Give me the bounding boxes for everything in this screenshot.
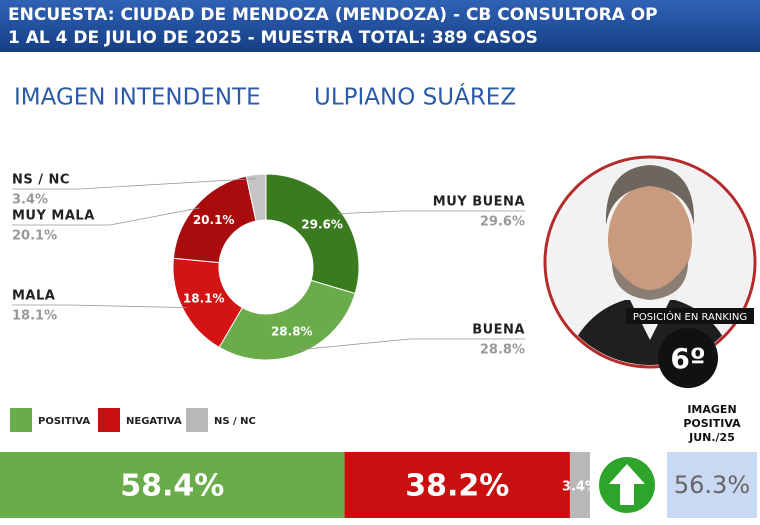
legend-swatch	[98, 408, 120, 432]
slice-label: NS / NC	[12, 173, 70, 188]
legend-label: NS / NC	[214, 416, 256, 427]
slice-value: 18.1%	[12, 309, 57, 324]
bar-value: 58.4%	[120, 469, 224, 504]
ranking-label: POSICIÓN EN RANKING	[633, 310, 747, 323]
bar-value: 38.2%	[405, 469, 509, 504]
leader-line	[12, 178, 257, 190]
previous-label: IMAGEN	[687, 403, 736, 416]
leader-line	[298, 338, 525, 351]
previous-value: 56.3%	[674, 471, 750, 499]
slice-value: 29.6%	[480, 215, 525, 230]
leader-line	[12, 304, 187, 309]
subtitle: ULPIANO SUÁREZ	[314, 83, 516, 111]
slice-label: MALA	[12, 289, 55, 304]
legend-swatch	[186, 408, 208, 432]
slice-inner-value: 28.8%	[271, 325, 313, 339]
previous-label: JUN./25	[688, 431, 735, 444]
slice-label: MUY BUENA	[433, 195, 525, 210]
slice-value: 3.4%	[12, 193, 48, 208]
ranking-label-bg	[626, 308, 754, 324]
leader-line	[337, 210, 525, 215]
legend-label: POSITIVA	[38, 416, 90, 427]
donut-slice	[265, 173, 360, 295]
header-line: ENCUESTA: CIUDAD DE MENDOZA (MENDOZA) - …	[8, 5, 658, 25]
previous-box	[667, 452, 757, 518]
slice-label: BUENA	[472, 323, 525, 338]
previous-label: POSITIVA	[683, 417, 741, 430]
bar-segment	[569, 452, 590, 518]
bar-segment	[0, 452, 345, 518]
bar-segment	[344, 452, 570, 518]
ranking-badge	[658, 328, 718, 388]
donut-slice	[218, 279, 356, 361]
leader-line	[12, 207, 200, 226]
ranking-position: 6º	[670, 342, 705, 375]
trend-arrow-icon	[609, 464, 645, 505]
slice-inner-value: 20.1%	[193, 213, 235, 227]
legend-label: NEGATIVA	[126, 416, 182, 427]
slice-label: MUY MALA	[12, 209, 95, 224]
slice-inner-value: 29.6%	[301, 218, 343, 232]
slice-inner-value: 18.1%	[183, 291, 225, 305]
header-line: 1 AL 4 DE JULIO DE 2025 - MUESTRA TOTAL:…	[8, 28, 538, 48]
slice-value: 20.1%	[12, 229, 57, 244]
slice-value: 28.8%	[480, 343, 525, 358]
bar-value: 3.4%	[562, 480, 598, 495]
legend-swatch	[10, 408, 32, 432]
header-band	[0, 0, 760, 52]
donut-slice	[245, 173, 267, 222]
subtitle: IMAGEN INTENDENTE	[14, 85, 261, 111]
